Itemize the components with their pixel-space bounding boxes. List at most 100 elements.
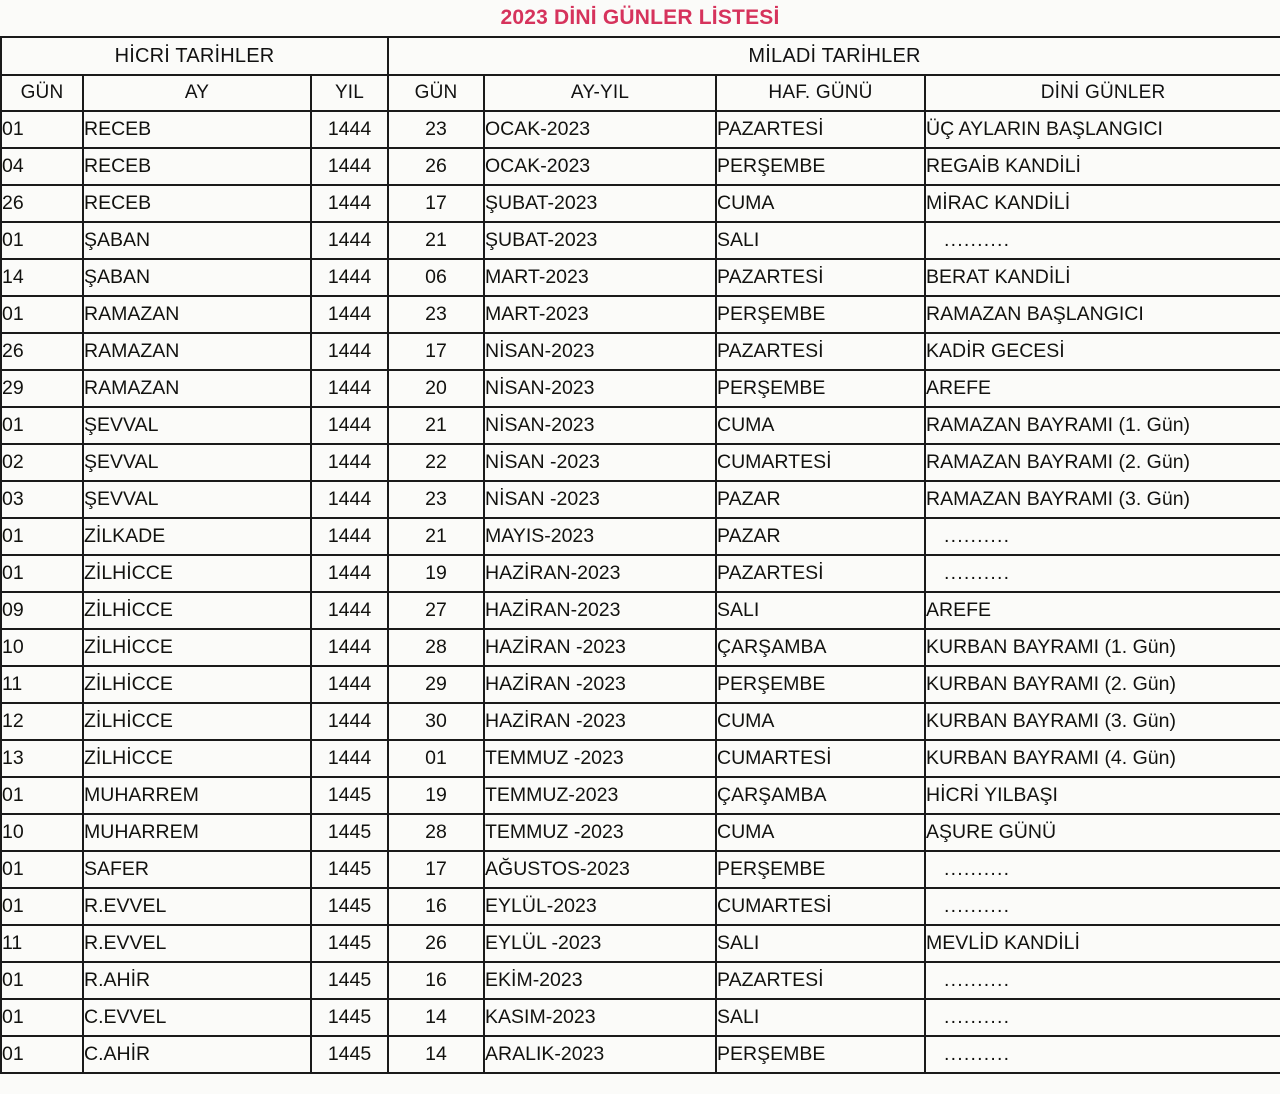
- empty-placeholder-dots: ..........: [944, 858, 1011, 880]
- cell-miladi-ayyil: NİSAN-2023: [483, 369, 718, 408]
- cell-hicri-yil: 1445: [309, 776, 390, 815]
- table-row: 13 ZİLHİCCE 1444 01 TEMMUZ -2023 CUMARTESİ KUR…: [0, 739, 1280, 778]
- table-row: 02 ŞEVVAL 1444 22 NİSAN -2023 CUMARTESİ RAMAZA…: [0, 443, 1280, 482]
- cell-hicri-yil: 1444: [309, 406, 390, 445]
- column-header-hicri-ay: AY: [82, 74, 312, 112]
- religious-days-table: HİCRİ TARİHLER MİLADİ TARİHLER GÜN AY YI…: [0, 36, 1280, 1074]
- cell-hicri-ay: ŞEVVAL: [82, 406, 312, 445]
- table-row: 01 ZİLHİCCE 1444 19 HAZİRAN-2023 PAZARTESİ...…: [0, 554, 1280, 593]
- cell-hicri-gun: 13: [0, 739, 84, 778]
- cell-dini-gunler: MİRAC KANDİLİ: [924, 184, 1280, 223]
- cell-dini-gunler: RAMAZAN BAŞLANGICI: [924, 295, 1280, 334]
- cell-miladi-ayyil: HAZİRAN -2023: [483, 665, 718, 704]
- table-body: 01 RECEB 1444 23 OCAK-2023 PAZARTESİ ÜÇ AYLARI…: [0, 110, 1280, 1074]
- cell-miladi-ayyil: HAZİRAN -2023: [483, 628, 718, 667]
- cell-haf-gunu: PAZARTESİ: [715, 961, 927, 1000]
- cell-hicri-gun: 09: [0, 591, 84, 630]
- cell-miladi-ayyil: ŞUBAT-2023: [483, 221, 718, 260]
- cell-dini-gunler: ..........: [924, 554, 1280, 593]
- cell-hicri-ay: C.EVVEL: [82, 998, 312, 1037]
- empty-placeholder-dots: ..........: [944, 1006, 1011, 1028]
- group-header-miladi: MİLADİ TARİHLER: [387, 36, 1280, 76]
- empty-placeholder-dots: ..........: [944, 562, 1011, 584]
- cell-hicri-ay: R.AHİR: [82, 961, 312, 1000]
- cell-miladi-gun: 23: [387, 480, 486, 519]
- cell-haf-gunu: PAZARTESİ: [715, 554, 927, 593]
- cell-hicri-yil: 1444: [309, 184, 390, 223]
- cell-haf-gunu: PAZAR: [715, 480, 927, 519]
- cell-miladi-gun: 30: [387, 702, 486, 741]
- column-header-hicri-yil: YIL: [309, 74, 390, 112]
- cell-hicri-yil: 1444: [309, 147, 390, 186]
- cell-haf-gunu: SALI: [715, 998, 927, 1037]
- cell-miladi-gun: 16: [387, 961, 486, 1000]
- cell-hicri-ay: SAFER: [82, 850, 312, 889]
- cell-miladi-gun: 16: [387, 887, 486, 926]
- cell-haf-gunu: PAZARTESİ: [715, 332, 927, 371]
- cell-haf-gunu: SALI: [715, 591, 927, 630]
- empty-placeholder-dots: ..........: [944, 525, 1011, 547]
- cell-hicri-yil: 1445: [309, 961, 390, 1000]
- cell-haf-gunu: PERŞEMBE: [715, 147, 927, 186]
- cell-dini-gunler: RAMAZAN BAYRAMI (3. Gün): [924, 480, 1280, 519]
- group-header-hicri: HİCRİ TARİHLER: [0, 36, 390, 76]
- table-row: 11 ZİLHİCCE 1444 29 HAZİRAN -2023 PERŞEMBE KUR…: [0, 665, 1280, 704]
- table-row: 01 C.EVVEL 1445 14 KASIM-2023 SALI..........: [0, 998, 1280, 1037]
- cell-hicri-gun: 01: [0, 998, 84, 1037]
- cell-hicri-gun: 01: [0, 961, 84, 1000]
- cell-hicri-yil: 1445: [309, 850, 390, 889]
- page-title: 2023 DİNİ GÜNLER LİSTESİ: [500, 6, 780, 29]
- cell-miladi-gun: 01: [387, 739, 486, 778]
- table-row: 09 ZİLHİCCE 1444 27 HAZİRAN-2023 SALI AREFE: [0, 591, 1280, 630]
- table-row: 10 MUHARREM 1445 28 TEMMUZ -2023 CUMA AŞURE GÜ…: [0, 813, 1280, 852]
- cell-miladi-gun: 23: [387, 295, 486, 334]
- cell-hicri-yil: 1444: [309, 591, 390, 630]
- cell-hicri-gun: 01: [0, 776, 84, 815]
- cell-hicri-yil: 1445: [309, 887, 390, 926]
- cell-hicri-gun: 10: [0, 813, 84, 852]
- cell-hicri-yil: 1445: [309, 998, 390, 1037]
- cell-hicri-ay: MUHARREM: [82, 813, 312, 852]
- cell-hicri-gun: 01: [0, 221, 84, 260]
- cell-dini-gunler: KADİR GECESİ: [924, 332, 1280, 371]
- cell-miladi-ayyil: KASIM-2023: [483, 998, 718, 1037]
- cell-hicri-yil: 1444: [309, 295, 390, 334]
- cell-miladi-gun: 14: [387, 1035, 486, 1074]
- cell-miladi-ayyil: EYLÜL-2023: [483, 887, 718, 926]
- cell-haf-gunu: CUMA: [715, 702, 927, 741]
- cell-hicri-ay: RAMAZAN: [82, 369, 312, 408]
- table-row: 01 SAFER 1445 17 AĞUSTOS-2023 PERŞEMBE.......…: [0, 850, 1280, 889]
- cell-hicri-yil: 1444: [309, 258, 390, 297]
- cell-haf-gunu: CUMARTESİ: [715, 887, 927, 926]
- cell-dini-gunler: RAMAZAN BAYRAMI (2. Gün): [924, 443, 1280, 482]
- cell-dini-gunler: KURBAN BAYRAMI (4. Gün): [924, 739, 1280, 778]
- cell-haf-gunu: CUMA: [715, 813, 927, 852]
- cell-haf-gunu: PERŞEMBE: [715, 850, 927, 889]
- cell-hicri-gun: 01: [0, 295, 84, 334]
- cell-hicri-gun: 01: [0, 554, 84, 593]
- cell-miladi-ayyil: MAYIS-2023: [483, 517, 718, 556]
- table-row: 12 ZİLHİCCE 1444 30 HAZİRAN -2023 CUMA KURBAN …: [0, 702, 1280, 741]
- cell-miladi-gun: 28: [387, 813, 486, 852]
- cell-hicri-yil: 1444: [309, 221, 390, 260]
- cell-hicri-ay: R.EVVEL: [82, 887, 312, 926]
- cell-dini-gunler: AŞURE GÜNÜ: [924, 813, 1280, 852]
- column-header-miladi-gun: GÜN: [387, 74, 486, 112]
- cell-dini-gunler: BERAT KANDİLİ: [924, 258, 1280, 297]
- empty-placeholder-dots: ..........: [944, 969, 1011, 991]
- cell-hicri-yil: 1444: [309, 554, 390, 593]
- cell-miladi-gun: 28: [387, 628, 486, 667]
- cell-haf-gunu: ÇARŞAMBA: [715, 628, 927, 667]
- cell-hicri-yil: 1444: [309, 369, 390, 408]
- cell-miladi-ayyil: MART-2023: [483, 295, 718, 334]
- table-row: 01 RECEB 1444 23 OCAK-2023 PAZARTESİ ÜÇ AYLARI…: [0, 110, 1280, 149]
- cell-hicri-gun: 01: [0, 1035, 84, 1074]
- table-row: 10 ZİLHİCCE 1444 28 HAZİRAN -2023 ÇARŞAMBA KUR…: [0, 628, 1280, 667]
- cell-hicri-gun: 01: [0, 110, 84, 149]
- table-row: 26 RECEB 1444 17 ŞUBAT-2023 CUMA MİRAC KANDİLİ: [0, 184, 1280, 223]
- cell-miladi-ayyil: TEMMUZ -2023: [483, 739, 718, 778]
- cell-dini-gunler: RAMAZAN BAYRAMI (1. Gün): [924, 406, 1280, 445]
- cell-miladi-ayyil: EKİM-2023: [483, 961, 718, 1000]
- cell-miladi-ayyil: OCAK-2023: [483, 110, 718, 149]
- cell-haf-gunu: PERŞEMBE: [715, 1035, 927, 1074]
